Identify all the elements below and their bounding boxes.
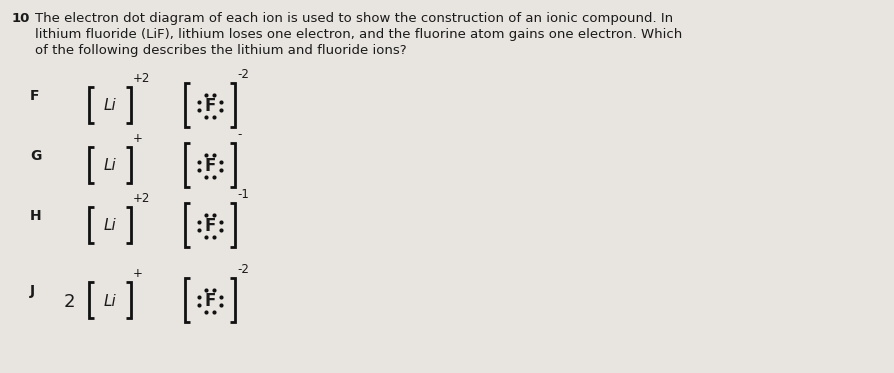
Text: H: H xyxy=(30,209,42,223)
Text: J: J xyxy=(30,284,35,298)
Text: F: F xyxy=(204,97,215,115)
Text: The electron dot diagram of each ion is used to show the construction of an ioni: The electron dot diagram of each ion is … xyxy=(35,12,672,25)
Text: 10: 10 xyxy=(12,12,30,25)
Text: -2: -2 xyxy=(237,263,249,276)
Text: F: F xyxy=(204,217,215,235)
Text: -2: -2 xyxy=(237,68,249,81)
Text: 2: 2 xyxy=(63,293,75,311)
Text: F: F xyxy=(204,157,215,175)
Text: Li: Li xyxy=(104,98,116,113)
Text: F: F xyxy=(30,89,39,103)
Text: +2: +2 xyxy=(133,192,150,205)
Text: F: F xyxy=(204,292,215,310)
Text: Li: Li xyxy=(104,159,116,173)
Text: +: + xyxy=(133,267,143,280)
Text: +2: +2 xyxy=(133,72,150,85)
Text: lithium fluoride (LiF), lithium loses one electron, and the fluorine atom gains : lithium fluoride (LiF), lithium loses on… xyxy=(35,28,681,41)
Text: Li: Li xyxy=(104,294,116,308)
Text: of the following describes the lithium and fluoride ions?: of the following describes the lithium a… xyxy=(35,44,406,57)
Text: G: G xyxy=(30,149,41,163)
Text: -: - xyxy=(237,128,241,141)
Text: Li: Li xyxy=(104,219,116,233)
Text: -1: -1 xyxy=(237,188,249,201)
Text: +: + xyxy=(133,132,143,145)
